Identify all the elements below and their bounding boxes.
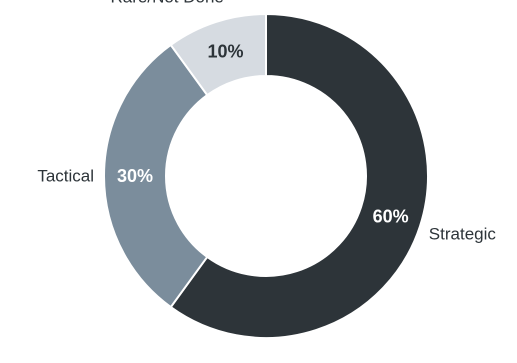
value-label-tactical: 30% bbox=[117, 166, 153, 186]
category-label-rare-not-done: Rare/Not Done bbox=[111, 0, 224, 7]
slices-group bbox=[103, 12, 429, 339]
slice-tactical bbox=[103, 43, 209, 309]
slice-rare-not-done bbox=[169, 12, 267, 97]
category-label-strategic: Strategic bbox=[429, 225, 497, 244]
slice-strategic bbox=[169, 12, 429, 339]
category-labels-group: Strategic Tactical Rare/Not Done bbox=[37, 0, 496, 244]
value-labels-group: 60% 30% 10% bbox=[117, 41, 409, 226]
value-label-strategic: 60% bbox=[373, 206, 409, 226]
value-label-rare-not-done: 10% bbox=[208, 41, 244, 61]
category-label-tactical: Tactical bbox=[37, 167, 94, 186]
